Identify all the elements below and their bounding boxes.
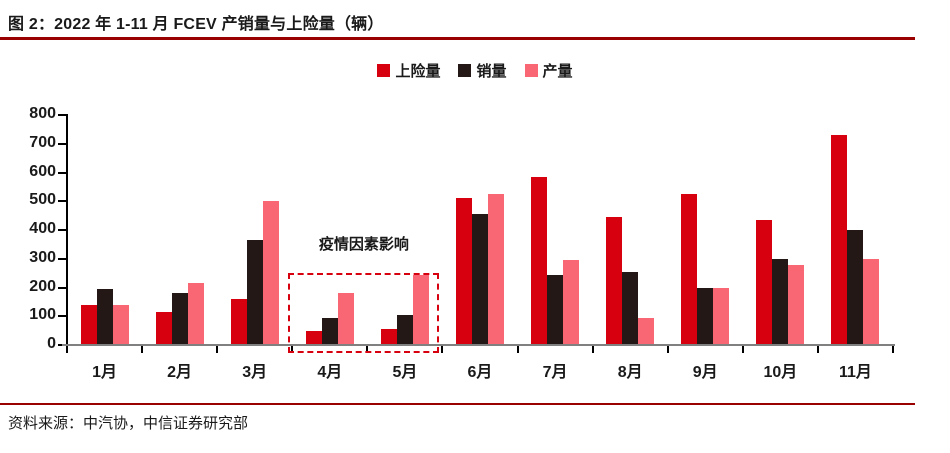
bar-sales	[246, 240, 263, 345]
bar-production	[488, 194, 504, 345]
x-axis-tick	[591, 346, 594, 353]
bar-production	[262, 201, 279, 345]
x-axis-month-label: 6月	[467, 364, 493, 381]
legend-label: 销量	[476, 63, 507, 80]
bar-insured	[456, 198, 472, 345]
y-axis-tick-label: 200	[29, 277, 56, 295]
y-axis-tick-label: 800	[29, 105, 56, 122]
y-axis-tick	[58, 229, 66, 231]
legend-label: 产量	[542, 63, 573, 80]
y-axis-tick	[58, 114, 66, 116]
legend-swatch-sales	[458, 64, 472, 77]
chart-legend: 上险量 销量 产量	[0, 60, 950, 81]
y-axis-tick	[58, 257, 66, 260]
bar-sales	[96, 288, 113, 345]
x-axis-tick	[441, 346, 444, 353]
y-axis-tick-label: 700	[29, 133, 56, 151]
y-axis-tick	[58, 142, 66, 145]
x-axis-tick	[516, 346, 519, 353]
y-axis-tick-label: 0	[47, 335, 56, 352]
bar-sales	[321, 317, 338, 345]
title-divider	[0, 37, 915, 40]
bar-production	[713, 287, 730, 345]
bar-sales	[396, 314, 413, 345]
y-axis-tick-label: 300	[29, 248, 56, 266]
y-axis-tick	[58, 315, 66, 318]
legend-item-insured: 上险量	[377, 60, 440, 81]
bar-production	[412, 274, 429, 345]
x-axis-month-label: 11月	[838, 364, 872, 381]
source-divider	[0, 403, 915, 405]
bar-production	[788, 264, 805, 345]
x-axis-month-label: 7月	[542, 364, 568, 381]
bar-production	[863, 258, 880, 345]
legend-swatch-production	[524, 64, 538, 77]
x-axis-tick	[366, 346, 369, 353]
x-axis-tick	[291, 346, 294, 353]
bar-sales	[847, 230, 864, 345]
bar-insured	[230, 299, 247, 345]
legend-item-production: 产量	[524, 60, 573, 81]
bar-insured	[155, 311, 172, 345]
bar-sales	[472, 214, 488, 345]
bar-production	[638, 317, 655, 345]
x-axis-tick	[66, 346, 68, 353]
x-axis-month-label: 10月	[763, 364, 798, 381]
x-axis-tick	[216, 346, 219, 353]
bar-insured	[380, 329, 397, 345]
bar-insured	[681, 194, 698, 345]
bar-production	[337, 293, 354, 345]
bar-insured	[606, 217, 623, 345]
y-axis-tick	[58, 286, 66, 289]
x-axis-tick	[666, 346, 669, 353]
x-axis-month-label: 1月	[92, 364, 117, 381]
y-axis-tick-label: 500	[29, 191, 56, 209]
y-axis-tick	[58, 171, 66, 174]
y-axis-line	[66, 114, 68, 346]
bar-production	[112, 304, 129, 345]
x-axis-month-label: 5月	[392, 364, 418, 381]
bar-sales	[622, 271, 639, 345]
y-axis-tick-label: 400	[29, 220, 56, 237]
legend-label: 上险量	[395, 63, 441, 80]
legend-item-sales: 销量	[458, 60, 507, 81]
x-axis-month-label: 9月	[692, 364, 718, 381]
bar-insured	[831, 135, 848, 345]
x-axis-tick	[141, 346, 144, 353]
x-axis-tick	[741, 346, 744, 353]
bar-sales	[772, 258, 789, 345]
bar-production	[187, 283, 204, 345]
y-axis-tick	[58, 200, 66, 203]
legend-swatch-insured	[377, 64, 391, 77]
x-axis-month-label: 4月	[317, 364, 343, 381]
bar-insured	[756, 219, 773, 345]
x-axis-line	[62, 344, 895, 346]
annotation-box	[288, 273, 440, 353]
bar-sales	[547, 274, 564, 345]
x-axis-month-label: 3月	[242, 364, 268, 381]
bar-sales	[171, 293, 188, 345]
annotation-text: 疫情因素影响	[318, 236, 409, 254]
bar-sales	[697, 287, 714, 345]
source-text: 资料来源：中汽协，中信证券研究部	[8, 415, 249, 432]
bar-insured	[531, 176, 548, 345]
bar-insured	[80, 304, 97, 345]
x-axis-tick	[892, 346, 894, 353]
bar-production	[563, 260, 580, 345]
x-axis-tick	[816, 346, 819, 353]
x-axis-month-label: 2月	[167, 364, 193, 381]
y-axis-tick-label: 600	[29, 162, 56, 180]
bar-insured	[305, 330, 322, 345]
x-axis-month-label: 8月	[617, 364, 643, 381]
y-axis-tick-label: 100	[29, 306, 56, 324]
figure-title: 图 2：2022 年 1-11 月 FCEV 产销量与上险量（辆）	[8, 16, 384, 33]
